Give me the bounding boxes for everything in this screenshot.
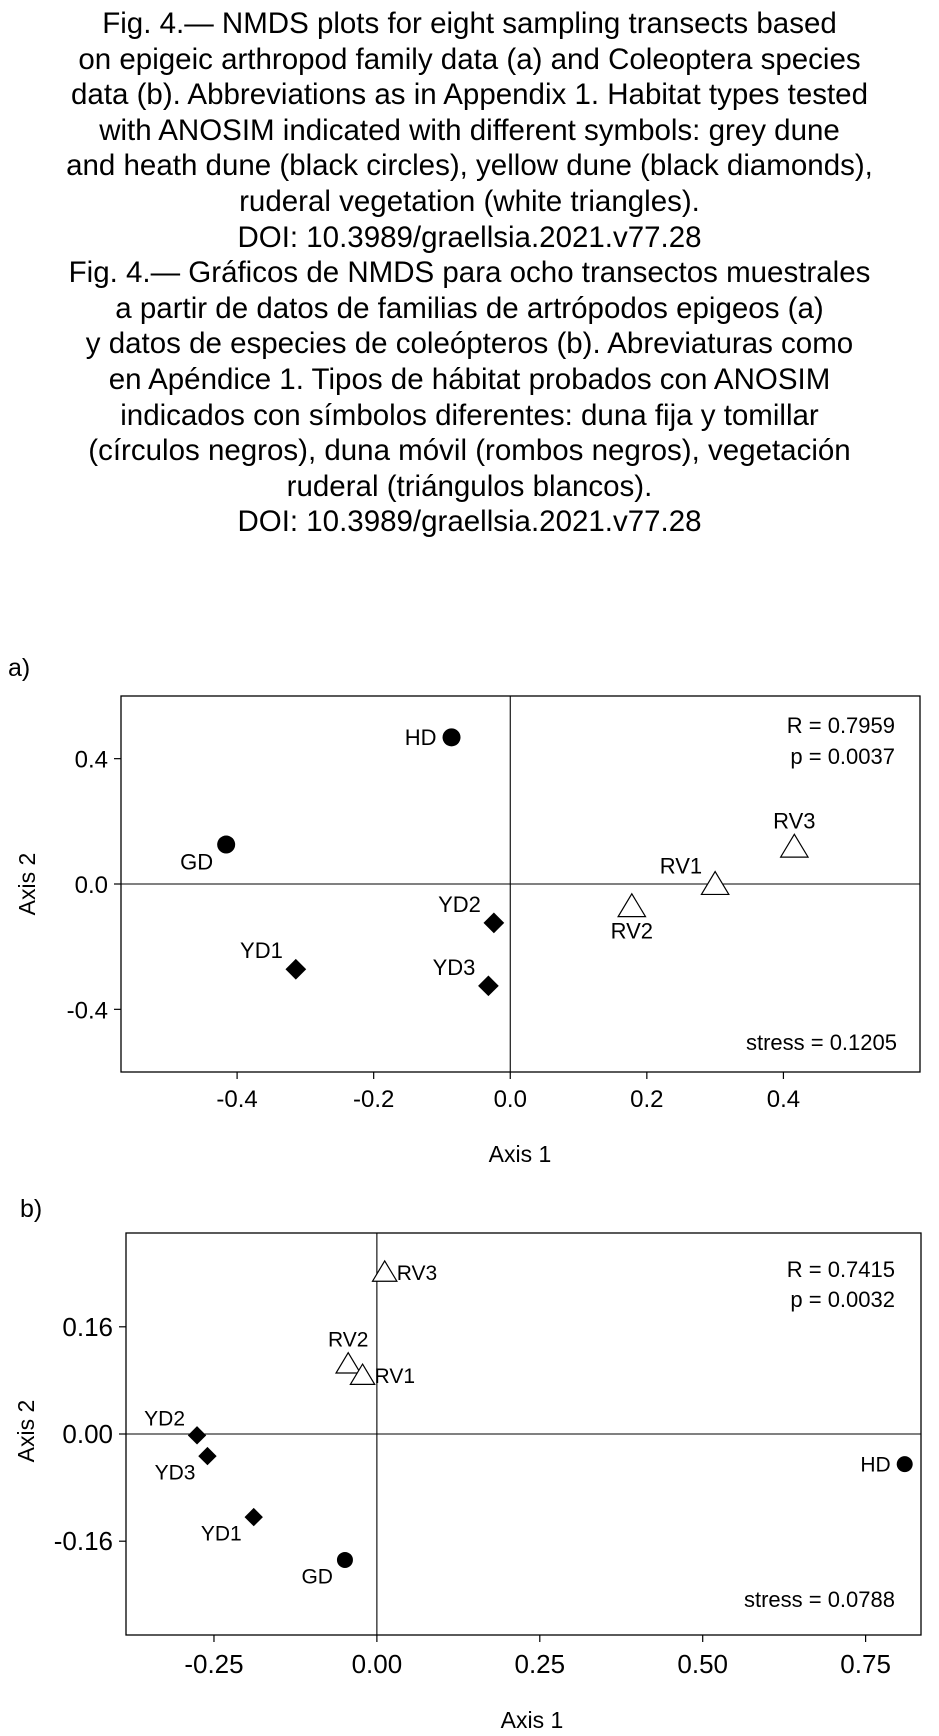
x-tick-label: 0.2 [630,1086,663,1113]
point-rv1-triangle-marker [349,1362,376,1386]
x-tick-label: 0.00 [352,1649,403,1679]
panel-b: b) -0.25 0.00 0.25 0.50 0.75 0.16 0.00 -0.16 R… [13,1195,922,1733]
y-tick-label: -0.4 [67,997,108,1024]
point-hd-circle-marker [896,1456,913,1473]
point-rv1-triangle-marker [700,870,730,896]
x-tick-label: 0.75 [840,1649,891,1679]
point-rv3-triangle-marker [779,833,810,858]
y-tick-label: 0.4 [75,747,108,774]
caption-line: ruderal (triángulos blancos). [286,469,653,503]
panel-a-x-axis-label: Axis 1 [489,1141,552,1167]
point-gd-label: GD [301,1565,333,1588]
point-rv1-label: RV1 [375,1365,415,1388]
figure-caption: Fig. 4.— NMDS plots for eight sampling t… [0,6,939,540]
point-rv2-triangle-marker [617,892,647,918]
point-yd1-label: YD1 [240,938,283,963]
point-hd-circle-marker [442,728,461,747]
caption-line: Fig. 4.— Gráficos de NMDS para ocho tran… [68,256,871,290]
caption-line: DOI: 10.3989/graellsia.2021.v77.28 [237,505,702,539]
x-tick-label: 0.4 [767,1086,800,1113]
x-tick-label: -0.2 [353,1086,394,1113]
point-yd2-label: YD2 [144,1407,185,1430]
point-rv2-label: RV2 [611,918,653,943]
point-yd1-label: YD1 [201,1523,242,1546]
panel-b-x-ticks: -0.25 0.00 0.25 0.50 0.75 [184,1635,891,1679]
panel-a-label: a) [8,654,30,682]
caption-line: data (b). Abbreviations as in Appendix 1… [71,78,868,112]
point-gd-label: GD [180,849,213,874]
y-tick-label: 0.16 [62,1312,113,1342]
y-tick-label: -0.16 [54,1526,113,1556]
caption-line: indicados con símbolos diferentes: duna … [120,398,819,432]
point-rv1-label: RV1 [660,854,702,879]
caption-line: and heath dune (black circles), yellow d… [66,149,873,183]
panel-b-r-value: R = 0.7415 [787,1257,895,1282]
x-tick-label: 0.50 [677,1649,728,1679]
point-rv3-triangle-marker [371,1259,398,1282]
point-yd3-label: YD3 [433,955,476,980]
panel-b-label: b) [20,1195,42,1223]
point-rv3-label: RV3 [397,1262,437,1285]
point-yd1-diamond-marker [285,958,307,980]
panel-a-r-value: R = 0.7959 [787,713,895,738]
panel-b-points: RV3 RV2 RV1 YD2 YD3 YD1 GD HD [144,1259,913,1588]
x-tick-label: 0.25 [514,1649,565,1679]
point-gd-circle-marker [336,1551,353,1568]
caption-line: DOI: 10.3989/graellsia.2021.v77.28 [237,220,702,254]
panel-b-stress: stress = 0.0788 [744,1587,895,1612]
panel-a: a) -0.4 -0.2 0.0 0.2 0.4 0.4 0.0 -0.4 HD GD YD2 Y… [8,654,921,1167]
point-rv2-label: RV2 [328,1328,368,1351]
panel-a-stress: stress = 0.1205 [746,1030,897,1055]
point-yd2-diamond-marker [483,912,505,934]
caption-line: on epigeic arthropod family data (a) and… [78,42,861,76]
y-tick-label: 0.00 [62,1419,113,1449]
point-yd1-diamond-marker [244,1507,263,1527]
point-yd3-diamond-marker [478,975,499,997]
panel-b-y-axis-label: Axis 2 [13,1400,39,1463]
panel-b-y-ticks: 0.16 0.00 -0.16 [54,1312,126,1556]
point-yd3-label: YD3 [155,1462,196,1485]
point-yd2-diamond-marker [187,1426,207,1445]
x-tick-label: -0.4 [216,1086,257,1113]
y-tick-label: 0.0 [75,872,108,899]
point-yd3-diamond-marker [198,1446,217,1466]
caption-line: with ANOSIM indicated with different sym… [99,113,840,147]
caption-line: ruderal vegetation (white triangles). [239,184,700,218]
caption-line: en Apéndice 1. Tipos de hábitat probados… [108,362,831,396]
point-rv3-label: RV3 [773,808,815,833]
panel-b-p-value: p = 0.0032 [790,1287,895,1312]
caption-line: (círculos negros), duna móvil (rombos ne… [88,434,851,468]
x-tick-label: 0.0 [494,1086,527,1113]
point-hd-label: HD [860,1454,890,1477]
panel-a-points: HD GD YD2 YD1 YD3 RV1 RV2 RV3 [180,725,816,997]
point-rv2-triangle-marker [334,1351,362,1374]
panel-a-x-ticks: -0.4 -0.2 0.0 0.2 0.4 [216,1072,800,1113]
x-tick-label: -0.25 [184,1649,243,1679]
panel-a-y-ticks: 0.4 0.0 -0.4 [67,747,121,1024]
caption-line: y datos de especies de coleópteros (b). … [85,327,854,361]
point-yd2-label: YD2 [438,892,481,917]
point-gd-circle-marker [217,835,236,854]
panel-a-p-value: p = 0.0037 [790,744,895,769]
panel-b-x-axis-label: Axis 1 [501,1707,564,1733]
caption-line: a partir de datos de familias de artrópo… [115,291,824,325]
panel-a-y-axis-label: Axis 2 [14,853,40,916]
caption-line: Fig. 4.— NMDS plots for eight sampling t… [102,7,837,40]
point-hd-label: HD [405,725,437,750]
